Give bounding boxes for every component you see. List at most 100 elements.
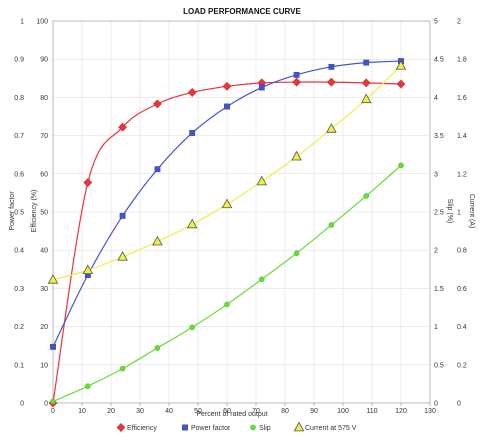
y-tick-label-efficiency: 10 [40,362,48,369]
y-tick-label-slip: 0 [434,401,438,408]
y-tick-label-current: 2 [457,19,461,26]
y-tick-label-slip: 1.5 [434,286,444,293]
grid [52,20,431,404]
legend-label-power-factor: Power factor [191,425,231,432]
power-factor-point [328,63,335,70]
slip-point [154,345,161,351]
y-tick-label-efficiency: 0 [44,401,48,408]
x-tick-label: 130 [424,408,436,415]
x-tick-label: 0 [51,408,55,415]
current-at-575-v-point [82,264,94,275]
y-tick-label-power-factor: 0.8 [14,95,24,102]
y-tick-label-power-factor: 1 [20,19,24,26]
y-tick-label-slip: 0.5 [434,362,444,369]
slip-point [398,162,404,169]
x-axis-title: Percent of rated output [196,411,267,418]
y-tick-label-slip: 3.5 [434,133,444,140]
y-tick-label-current: 1.4 [457,133,467,140]
y-tick-label-efficiency: 80 [40,95,48,102]
current-at-575-v-point [326,123,337,133]
y-tick-label-power-factor: 0.4 [14,248,24,255]
y-tick-label-power-factor: 0.5 [14,210,24,217]
y-tick-label-slip: 4.5 [434,57,444,64]
y-tick-label-current: 0.2 [457,362,467,369]
y-tick-label-efficiency: 20 [40,324,48,331]
power-factor-point [154,166,161,173]
x-tick-label: 80 [281,408,289,415]
slip-point [119,365,126,372]
y-tick-label-efficiency: 40 [40,248,48,255]
current-at-575-v-point [256,175,268,186]
power-factor-point [189,130,196,136]
y-tick-label-current: 0.8 [457,248,467,255]
y-tick-label-power-factor: 0.6 [14,171,24,178]
legend-label-slip: Slip [259,425,271,432]
y-tick-label-power-factor: 0 [20,401,24,408]
slip-point [363,193,370,199]
y-axis-title-current: Current (A) [468,194,475,229]
y-tick-label-power-factor: 0.7 [14,133,24,140]
legend-marker-slip [250,424,256,431]
power-factor-point [50,343,56,350]
legend-label-current-at-575-v: Current at 575 V [305,425,357,432]
y-tick-label-efficiency: 70 [40,133,48,140]
efficiency-point [83,178,93,188]
slip-point [258,276,265,283]
legend-marker-current-at-575-v [293,421,305,432]
y-tick-label-current: 1.2 [457,171,467,178]
x-tick-label: 30 [136,408,144,415]
legend: Efficiency Power factor Slip Current at 575… [116,421,357,432]
x-tick-label: 60 [223,408,231,415]
slip-point [293,250,300,257]
efficiency-point [118,122,128,132]
x-tick-label: 10 [78,408,86,415]
efficiency-point [326,77,336,87]
y-tick-label-slip: 4 [434,95,438,102]
plot-area-frame [52,20,431,404]
x-tick-label: 70 [252,408,260,415]
y-tick-label-efficiency: 30 [40,286,48,293]
slip-point [189,324,195,331]
x-tick-label: 120 [395,408,407,415]
x-tick-label: 50 [194,408,202,415]
y-tick-label-current: 0 [457,401,461,408]
y-tick-label-power-factor: 0.1 [14,362,24,369]
y-tick-label-efficiency: 100 [36,19,48,26]
legend-marker-efficiency [116,423,126,432]
y-tick-label-power-factor: 0.2 [14,324,24,331]
y-tick-label-power-factor: 0.3 [14,286,24,293]
efficiency-point [396,79,406,89]
chart-title: LOAD PERFORMANCE CURVE [183,7,301,16]
y-tick-label-current: 0.4 [457,324,467,331]
power-factor-point [119,212,126,219]
y-tick-label-current: 0.6 [457,286,467,293]
current-at-575-v-point [117,251,128,261]
efficiency-point [361,78,371,88]
slip-point [224,301,230,308]
power-factor-point [293,71,300,78]
power-factor-point [224,103,230,110]
slip-point [85,383,91,389]
y-tick-label-slip: 2.5 [434,210,444,217]
data-markers [47,58,407,408]
legend-marker-power-factor [182,424,188,431]
x-tick-label: 20 [107,408,115,415]
efficiency-point [152,99,162,109]
y-axis-title-slip: Slip (%) [446,199,453,224]
slip-point [50,398,56,405]
efficiency-point [187,87,197,97]
y-tick-label-efficiency: 90 [40,57,48,64]
y-tick-label-efficiency: 60 [40,171,48,178]
current-at-575-v-point [47,273,59,284]
efficiency-point [222,81,232,91]
x-tick-label: 100 [337,408,349,415]
current-at-575-v-point [152,235,163,246]
x-tick-label: 110 [366,408,377,415]
y-tick-label-current: 1.6 [457,95,467,102]
power-factor-point [363,59,370,66]
current-at-575-v-point [221,198,233,209]
slip-point [328,222,335,228]
y-tick-label-slip: 3 [434,171,438,178]
